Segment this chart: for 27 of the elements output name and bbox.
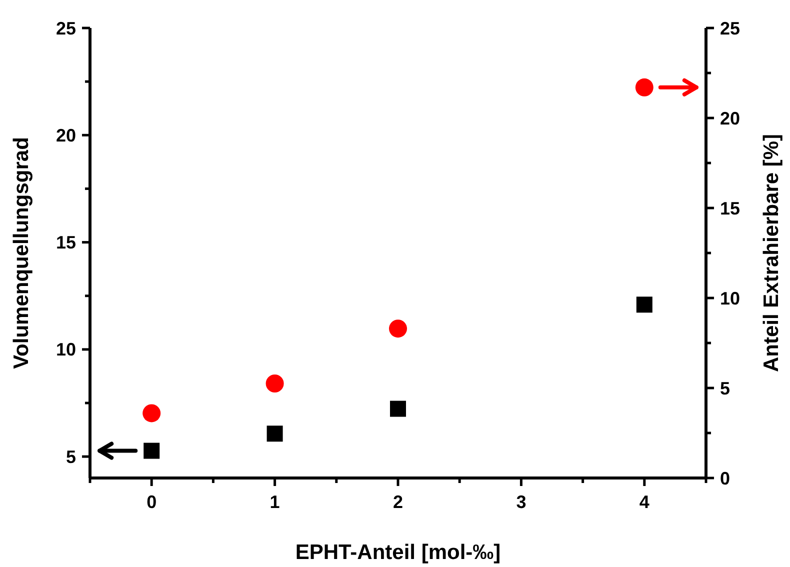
point	[266, 374, 284, 392]
point	[390, 400, 406, 417]
y2-tick-label: 10	[720, 288, 740, 308]
y2-tick-label: 15	[720, 198, 740, 218]
x-tick-label: 4	[639, 492, 650, 512]
y-tick-label: 5	[66, 446, 76, 467]
x-tick-label: 1	[270, 492, 280, 512]
point	[266, 426, 283, 442]
y-tick-label: 15	[56, 232, 76, 253]
y2-tick-label: 20	[720, 108, 740, 128]
x-axis-title: EPHT-Anteil [mol-‰]	[295, 541, 501, 564]
point	[142, 404, 161, 422]
point	[389, 320, 407, 338]
x-tick-label: 3	[516, 492, 526, 512]
point	[636, 296, 652, 313]
y2-tick-label: 25	[720, 18, 740, 38]
y-tick-label: 25	[56, 18, 76, 38]
point	[635, 78, 654, 96]
y2-tick-label: 0	[720, 468, 730, 488]
x-tick-label: 2	[392, 492, 404, 512]
y-axis-title: Volumenquellungsgrad	[10, 137, 33, 369]
y-tick-label: 10	[56, 340, 76, 360]
x-tick-label: 0	[146, 492, 157, 512]
y-tick-label: 20	[56, 125, 76, 146]
point	[144, 442, 160, 459]
y2-axis-title: Anteil Extrahierbare [%]	[760, 134, 783, 372]
y2-tick-label: 5	[720, 378, 730, 398]
